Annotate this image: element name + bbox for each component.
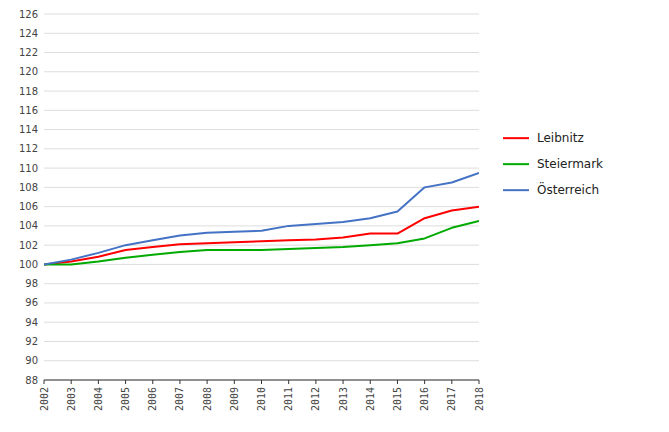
grid-line [44,148,479,149]
legend-swatch [503,137,529,139]
x-tick-label: 2018 [474,387,485,411]
x-tick-label: 2010 [256,387,267,411]
x-tick [234,380,235,384]
grid-line [44,14,479,15]
x-tick-label: 2007 [174,387,185,411]
x-tick-label: 2003 [66,387,77,411]
y-tick-label: 102 [19,240,38,251]
x-tick [451,380,452,384]
y-tick-label: 116 [19,105,38,116]
y-tick-label: 122 [19,47,38,58]
x-tick-label: 2017 [446,387,457,411]
grid-line [44,341,479,342]
x-tick [71,380,72,384]
grid-line [44,245,479,246]
legend-label: Leibnitz [537,131,584,145]
y-axis: 88 90 92 94 96 98 100 102 104 106 108 110 112 114 116 1… [19,9,479,386]
y-tick-label: 110 [19,163,38,174]
grid-line [44,187,479,188]
grid-line [44,322,479,323]
y-tick-label: 118 [19,86,38,97]
y-tick-label: 98 [25,278,38,289]
grid-line [44,33,479,34]
y-tick-label: 96 [25,297,38,308]
x-tick-label: 2015 [392,387,403,411]
series-line [44,221,479,264]
chart: 88 90 92 94 96 98 100 102 104 106 108 110 112 114 116 1… [0,0,669,432]
y-tick-label: 100 [19,259,38,270]
x-tick-label: 2005 [120,387,131,411]
grid-line [44,360,479,361]
x-tick [397,380,398,384]
grid-line [44,129,479,130]
x-tick [479,380,480,384]
y-tick-label: 94 [25,317,38,328]
y-tick-label: 124 [19,28,38,39]
x-tick [343,380,344,384]
x-tick-label: 2009 [229,387,240,411]
grid-line [44,206,479,207]
x-axis: 2002 2003 2004 2005 2006 2007 2008 2009 2010 2011… [39,380,485,411]
x-tick [125,380,126,384]
x-tick [44,380,45,384]
legend-swatch [503,189,529,191]
x-tick [179,380,180,384]
y-tick-label: 126 [19,9,38,20]
legend-label: Steiermark [537,157,603,171]
x-tick [370,380,371,384]
x-tick [152,380,153,384]
x-tick-label: 2004 [93,387,104,411]
grid-line [44,52,479,53]
x-tick [98,380,99,384]
grid-line [44,225,479,226]
grid-line [44,71,479,72]
y-tick-label: 108 [19,182,38,193]
x-tick-label: 2014 [365,387,376,411]
y-tick-label: 92 [25,336,38,347]
y-tick-label: 120 [19,66,38,77]
legend-swatch [503,163,529,165]
series-line [44,207,479,265]
y-tick-label: 114 [19,124,38,135]
x-tick [288,380,289,384]
x-tick-label: 2011 [283,387,294,411]
grid-line [44,91,479,92]
y-tick-label: 106 [19,201,38,212]
grid-line [44,302,479,303]
grid-line [44,110,479,111]
legend-label: Österreich [537,181,599,197]
y-tick-label: 104 [19,220,38,231]
x-tick-label: 2012 [310,387,321,411]
x-tick-label: 2013 [338,387,349,411]
y-tick-label: 90 [25,355,38,366]
x-tick-label: 2006 [147,387,158,411]
series-line [44,173,479,265]
legend: Leibnitz Steiermark Österreich [503,131,603,197]
grid-line [44,283,479,284]
x-tick [261,380,262,384]
x-tick-label: 2002 [39,387,50,411]
y-tick-label: 88 [25,375,38,386]
x-tick [315,380,316,384]
grid-line [44,264,479,265]
y-tick-label: 112 [19,143,38,154]
x-tick [207,380,208,384]
grid-line [44,168,479,169]
x-tick [424,380,425,384]
x-tick-label: 2016 [419,387,430,411]
x-tick-label: 2008 [202,387,213,411]
lines [44,173,479,265]
